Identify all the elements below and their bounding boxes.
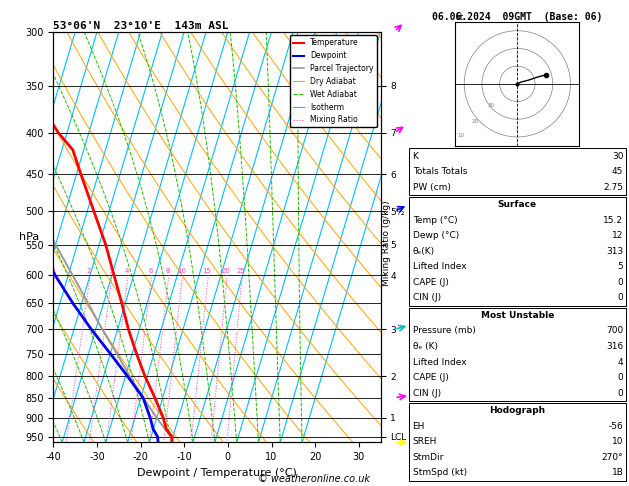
Text: 06.06.2024  09GMT  (Base: 06): 06.06.2024 09GMT (Base: 06) — [432, 12, 603, 22]
Text: Lifted Index: Lifted Index — [413, 358, 466, 366]
Text: 20: 20 — [221, 268, 230, 274]
Text: 0: 0 — [618, 389, 623, 398]
Text: 53°06'N  23°10'E  143m ASL: 53°06'N 23°10'E 143m ASL — [53, 21, 229, 31]
Text: hPa: hPa — [19, 232, 39, 242]
Text: PW (cm): PW (cm) — [413, 183, 450, 191]
Text: 313: 313 — [606, 247, 623, 256]
Text: 10: 10 — [457, 133, 464, 138]
Text: 1: 1 — [52, 268, 56, 274]
Text: 4: 4 — [618, 358, 623, 366]
Text: 15.2: 15.2 — [603, 216, 623, 225]
Text: θₑ (K): θₑ (K) — [413, 342, 438, 351]
Text: 2.75: 2.75 — [603, 183, 623, 191]
Text: CIN (J): CIN (J) — [413, 389, 441, 398]
Text: StmDir: StmDir — [413, 453, 444, 462]
Text: Surface: Surface — [498, 200, 537, 209]
Text: 12: 12 — [612, 231, 623, 240]
Text: CAPE (J): CAPE (J) — [413, 278, 448, 287]
Text: 3: 3 — [109, 268, 113, 274]
Text: © weatheronline.co.uk: © weatheronline.co.uk — [259, 473, 370, 484]
Y-axis label: km
ASL: km ASL — [423, 226, 441, 248]
Text: 316: 316 — [606, 342, 623, 351]
Text: Lifted Index: Lifted Index — [413, 262, 466, 271]
Text: StmSpd (kt): StmSpd (kt) — [413, 469, 467, 477]
Text: Dewp (°C): Dewp (°C) — [413, 231, 459, 240]
Text: K: K — [413, 152, 418, 160]
Text: 10: 10 — [177, 268, 186, 274]
Text: 30: 30 — [612, 152, 623, 160]
Text: 25: 25 — [237, 268, 245, 274]
Text: Hodograph: Hodograph — [489, 406, 545, 415]
X-axis label: Dewpoint / Temperature (°C): Dewpoint / Temperature (°C) — [137, 468, 297, 478]
Text: Pressure (mb): Pressure (mb) — [413, 327, 476, 335]
Text: EH: EH — [413, 422, 425, 431]
Text: 20: 20 — [471, 119, 479, 124]
Text: 6: 6 — [148, 268, 153, 274]
Text: 10: 10 — [612, 437, 623, 446]
Text: SREH: SREH — [413, 437, 437, 446]
Text: 30: 30 — [487, 103, 494, 108]
Text: 2: 2 — [87, 268, 91, 274]
Text: 1B: 1B — [611, 469, 623, 477]
Text: 0: 0 — [618, 278, 623, 287]
Text: Totals Totals: Totals Totals — [413, 167, 467, 176]
Text: 0: 0 — [618, 294, 623, 302]
Text: 15: 15 — [203, 268, 211, 274]
Text: CAPE (J): CAPE (J) — [413, 373, 448, 382]
Text: Temp (°C): Temp (°C) — [413, 216, 457, 225]
Text: 8: 8 — [165, 268, 170, 274]
Text: kt: kt — [455, 13, 464, 22]
Text: CIN (J): CIN (J) — [413, 294, 441, 302]
Text: 45: 45 — [612, 167, 623, 176]
Text: 5: 5 — [618, 262, 623, 271]
Legend: Temperature, Dewpoint, Parcel Trajectory, Dry Adiabat, Wet Adiabat, Isotherm, Mi: Temperature, Dewpoint, Parcel Trajectory… — [289, 35, 377, 127]
Text: 270°: 270° — [602, 453, 623, 462]
Text: 700: 700 — [606, 327, 623, 335]
Text: -56: -56 — [609, 422, 623, 431]
Text: θₑ(K): θₑ(K) — [413, 247, 435, 256]
Text: Mixing Ratio (g/kg): Mixing Ratio (g/kg) — [382, 200, 391, 286]
Text: Most Unstable: Most Unstable — [481, 311, 554, 320]
Text: 0: 0 — [618, 373, 623, 382]
Text: 4: 4 — [125, 268, 129, 274]
